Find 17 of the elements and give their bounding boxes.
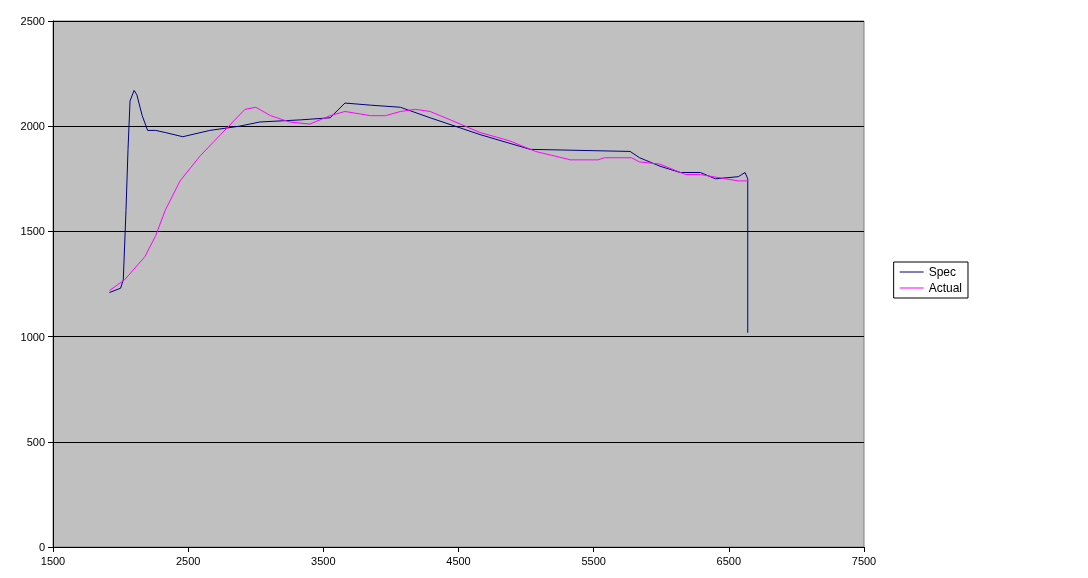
y-tick-label: 2500 xyxy=(20,15,45,27)
legend-label: Actual xyxy=(928,281,963,295)
legend-label: Spec xyxy=(928,265,957,279)
x-tick-label: 6500 xyxy=(716,554,742,567)
y-tick-label: 0 xyxy=(38,541,45,553)
x-tick-label: 4500 xyxy=(446,554,471,567)
line-series xyxy=(109,106,749,291)
y-tick-label: 500 xyxy=(26,435,45,448)
x-tick-label: 5500 xyxy=(581,554,606,567)
x-tick-label: 3500 xyxy=(311,554,336,567)
y-tick-label: 1000 xyxy=(20,330,45,343)
x-tick-label: 2500 xyxy=(175,554,201,567)
line-series xyxy=(109,89,749,333)
x-tick-label: 1500 xyxy=(40,554,66,567)
y-tick-label: 2000 xyxy=(20,120,45,133)
y-tick-label: 1500 xyxy=(20,225,45,238)
x-tick-label: 7500 xyxy=(851,554,877,567)
